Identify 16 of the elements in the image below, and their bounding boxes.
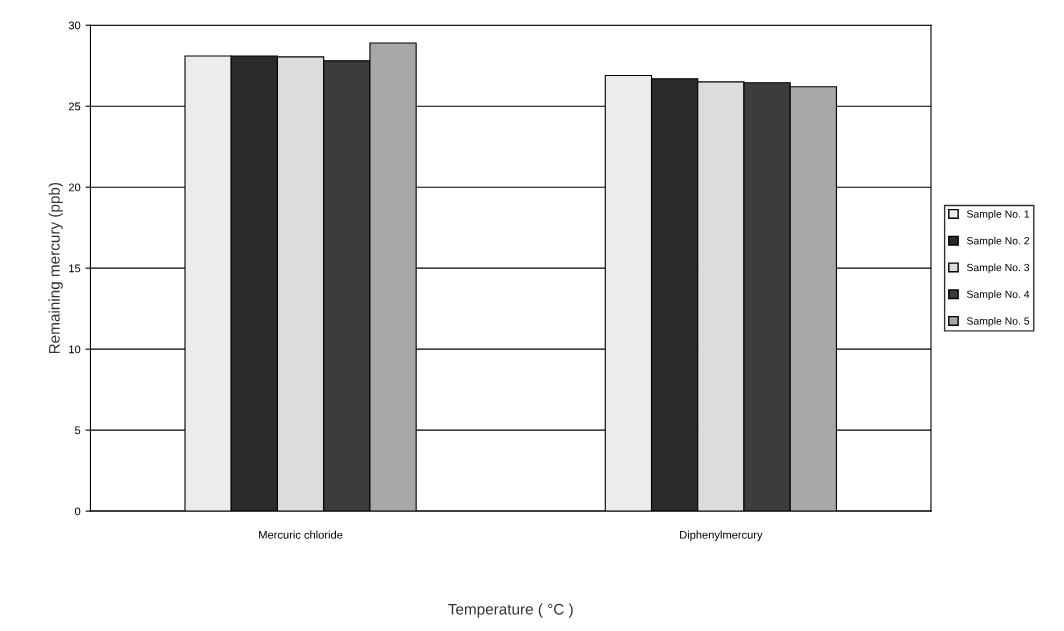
y-tick-label: 5 [74, 426, 81, 435]
legend-label: Sample No. 1 [966, 210, 1030, 220]
x-tick-label: Mercuric chloride [259, 530, 343, 539]
y-tick-label: 0 [74, 507, 81, 516]
legend-label: Sample No. 3 [966, 263, 1030, 274]
x-tick-label: Diphenylmercury [680, 530, 763, 541]
legend-label: Sample No. 4 [966, 290, 1030, 300]
y-tick-label: 30 [68, 21, 81, 30]
y-tick-label: 20 [68, 183, 81, 192]
legend-label: Sample No. 5 [966, 316, 1030, 327]
y-tick-label: 15 [69, 264, 81, 273]
x-axis-title: Temperature ( °C ) [448, 603, 573, 618]
y-tick-label: 25 [68, 102, 81, 111]
y-axis-title: Remaining mercury (ppb) [48, 182, 63, 354]
legend-label: Sample No. 2 [966, 236, 1030, 247]
y-tick-label: 10 [69, 345, 81, 354]
